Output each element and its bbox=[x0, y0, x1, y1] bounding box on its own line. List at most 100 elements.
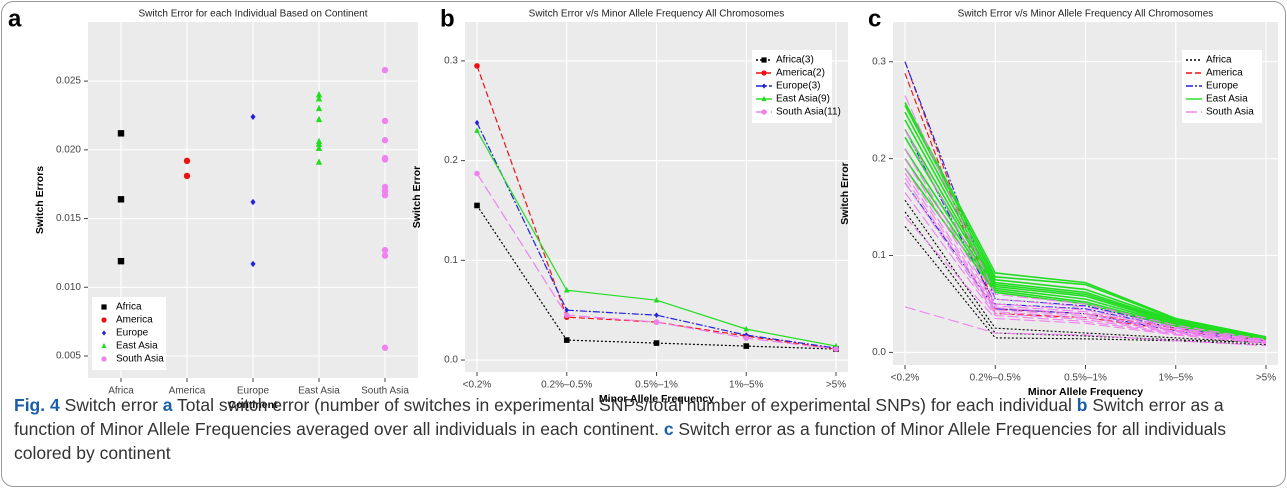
caption-label: Fig. 4 bbox=[14, 395, 60, 415]
caption-text: Switch error as a function of Minor Alle… bbox=[14, 395, 1224, 439]
legend-marker bbox=[101, 317, 107, 323]
x-tick-label: <0.2% bbox=[463, 380, 492, 391]
x-axis-label: Continent bbox=[229, 399, 278, 411]
legend-marker bbox=[761, 83, 767, 89]
marker bbox=[474, 63, 480, 69]
marker bbox=[744, 332, 749, 338]
marker bbox=[653, 296, 660, 303]
series-line bbox=[904, 168, 1267, 343]
series-line bbox=[904, 306, 1267, 347]
series-line bbox=[904, 192, 1267, 344]
marker bbox=[474, 119, 480, 126]
legend-marker bbox=[761, 70, 767, 76]
marker bbox=[381, 66, 389, 74]
legend-marker bbox=[761, 95, 767, 102]
y-tick-label: 0.015 bbox=[56, 213, 81, 224]
legend-label: Africa(3) bbox=[776, 55, 814, 66]
marker bbox=[743, 325, 750, 332]
y-axis-label: Switch Error bbox=[411, 166, 423, 228]
y-axis-label: Switch Error bbox=[839, 162, 851, 224]
legend-marker bbox=[101, 330, 107, 336]
legend-label: Africa bbox=[1206, 55, 1232, 66]
panel-letter: a bbox=[8, 5, 22, 32]
marker bbox=[315, 95, 323, 102]
y-tick-label: 0.010 bbox=[56, 282, 81, 293]
marker bbox=[474, 127, 480, 133]
marker bbox=[381, 344, 389, 351]
panel-letter: b bbox=[440, 5, 455, 32]
legend-marker bbox=[101, 304, 107, 310]
panel-letter: c bbox=[868, 5, 881, 32]
y-tick-label: 0.005 bbox=[56, 351, 81, 362]
caption: Fig. 4 Switch error a Total switch error… bbox=[14, 393, 1276, 465]
legend-label: East Asia bbox=[1206, 94, 1248, 105]
series-line bbox=[904, 95, 1267, 341]
series-line bbox=[904, 216, 1267, 345]
series-line bbox=[904, 129, 1267, 342]
marker bbox=[381, 252, 389, 259]
marker bbox=[381, 191, 389, 199]
x-tick-label: America bbox=[169, 386, 206, 397]
marker bbox=[564, 307, 569, 313]
caption-label: c bbox=[663, 419, 674, 439]
y-axis-label: Switch Errors bbox=[34, 166, 46, 234]
marker bbox=[743, 335, 750, 341]
y-tick-label: 0.025 bbox=[56, 76, 81, 87]
legend-label: South Asia bbox=[116, 354, 164, 365]
caption-label: b bbox=[1076, 395, 1088, 415]
marker bbox=[653, 340, 660, 346]
marker bbox=[315, 115, 323, 123]
series-line bbox=[904, 177, 1267, 344]
marker bbox=[315, 158, 323, 165]
x-tick-label: 1%–5% bbox=[729, 380, 764, 391]
marker bbox=[743, 343, 750, 349]
marker bbox=[381, 137, 389, 144]
x-tick-label: East Asia bbox=[298, 386, 340, 397]
y-tick-label: 0.1 bbox=[872, 250, 886, 261]
caption-text: Total switch error (number of switches i… bbox=[172, 395, 1077, 415]
marker bbox=[250, 198, 256, 206]
marker bbox=[315, 140, 323, 147]
legend-marker bbox=[101, 356, 107, 362]
marker bbox=[833, 346, 839, 352]
chart-title: Switch Error v/s Minor Allele Frequency … bbox=[529, 9, 785, 20]
marker bbox=[653, 319, 660, 325]
marker bbox=[563, 337, 570, 343]
marker bbox=[381, 156, 389, 163]
legend-marker bbox=[761, 57, 767, 63]
marker bbox=[183, 157, 191, 165]
marker bbox=[117, 196, 125, 203]
legend-marker bbox=[101, 342, 107, 349]
legend-label: South Asia(11) bbox=[776, 107, 841, 118]
legend-label: East Asia(9) bbox=[776, 94, 830, 105]
x-axis-label: Minor Allele Frequency bbox=[1028, 386, 1143, 398]
y-tick-label: 0.3 bbox=[444, 56, 458, 67]
marker bbox=[315, 91, 323, 98]
y-tick-label: 0.3 bbox=[872, 56, 886, 67]
x-tick-label: Africa bbox=[108, 386, 134, 397]
x-tick-label: >5% bbox=[826, 380, 846, 391]
marker bbox=[183, 172, 191, 180]
x-tick-label: 1%–5% bbox=[1159, 373, 1194, 384]
y-tick-label: 0.0 bbox=[872, 347, 886, 358]
y-tick-label: 0.2 bbox=[444, 155, 458, 166]
marker bbox=[381, 246, 389, 254]
series-line bbox=[904, 104, 1267, 338]
x-tick-label: <0.2% bbox=[891, 373, 920, 384]
legend-label: America bbox=[116, 315, 153, 326]
x-tick-label: 0.2%–0.5% bbox=[541, 380, 592, 391]
legend-label: Europe(3) bbox=[776, 81, 820, 92]
x-tick-label: 0.2%–0.5% bbox=[970, 373, 1021, 384]
y-tick-label: 0.020 bbox=[56, 144, 81, 155]
marker bbox=[474, 202, 480, 209]
series-line bbox=[904, 158, 1267, 343]
legend-label: East Asia bbox=[116, 341, 158, 352]
x-tick-label: Europe bbox=[237, 386, 270, 397]
x-tick-label: 0.5%–1% bbox=[1064, 373, 1107, 384]
marker bbox=[117, 257, 125, 265]
marker bbox=[315, 144, 323, 152]
series-line bbox=[476, 122, 837, 349]
